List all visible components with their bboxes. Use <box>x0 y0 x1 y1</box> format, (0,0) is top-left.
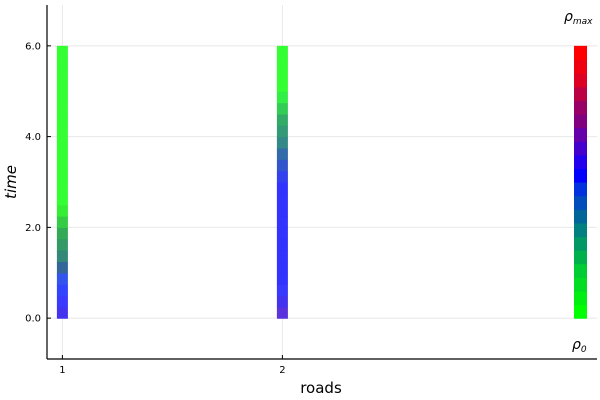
colorbar-segment-11 <box>574 168 587 183</box>
road-1-cell-18 <box>56 113 68 126</box>
colorbar-max-subscript: max <box>573 17 593 27</box>
road-1-cell-9 <box>56 216 68 228</box>
colorbar-segment-18 <box>574 73 587 88</box>
road-1-cell-8 <box>56 227 68 240</box>
colorbar-min-symbol: ρ <box>572 337 581 353</box>
road-1-cell-2 <box>56 295 68 308</box>
y-tick-label-2: 2.0 <box>25 223 41 234</box>
road-1-cell-10 <box>56 204 68 217</box>
colorbar <box>574 45 587 319</box>
colorbar-segment-19 <box>574 59 587 74</box>
colorbar-segment-10 <box>574 182 587 197</box>
colorbar-segment-16 <box>574 100 587 115</box>
road-2-cell-3 <box>276 284 288 297</box>
ticks: 1 2 0.0 2.0 4.0 6.0 <box>25 41 285 376</box>
x-tick-label-2: 2 <box>279 365 285 376</box>
colorbar-segment-1 <box>574 304 587 319</box>
road-1-cell-21 <box>56 79 68 92</box>
colorbar-segment-9 <box>574 195 587 210</box>
colorbar-segment-3 <box>574 277 587 292</box>
road-2-cell-22 <box>276 68 288 81</box>
road-2-cell-12 <box>276 182 288 194</box>
colorbar-segment-17 <box>574 86 587 101</box>
road-2-cell-1 <box>276 306 288 319</box>
colorbar-segment-13 <box>574 141 587 156</box>
axes <box>46 5 597 360</box>
road-2-cell-21 <box>276 79 288 92</box>
road-1-cell-5 <box>56 261 68 274</box>
road-1-cell-22 <box>56 68 68 81</box>
road-2-cell-13 <box>276 170 288 183</box>
road-2-cell-7 <box>276 238 288 251</box>
road-2-cell-23 <box>276 57 288 70</box>
road-2-cell-20 <box>276 91 288 104</box>
road-1-cell-24 <box>56 45 68 58</box>
road-2-cell-11 <box>276 193 288 206</box>
colorbar-segment-4 <box>574 263 587 278</box>
road-1-cell-16 <box>56 136 68 149</box>
x-tick-label-1: 1 <box>59 365 65 376</box>
colorbar-segment-6 <box>574 236 587 251</box>
road-1-cell-7 <box>56 238 68 251</box>
road-1-cell-11 <box>56 193 68 206</box>
colorbar-max-symbol: ρ <box>564 9 573 25</box>
road-2-cell-16 <box>276 136 288 149</box>
road-2-cell-9 <box>276 216 288 228</box>
road-1-cell-3 <box>56 284 68 297</box>
colorbar-segment-15 <box>574 113 587 129</box>
road-2-cell-4 <box>276 272 288 285</box>
colorbar-segment-5 <box>574 250 587 265</box>
colorbar-max-label: ρmax <box>564 9 593 27</box>
road-1-cell-6 <box>56 250 68 263</box>
road-1-cell-15 <box>56 147 68 160</box>
y-axis-label: time <box>2 165 20 199</box>
road-2-cell-24 <box>276 45 288 58</box>
road-2-cell-8 <box>276 227 288 240</box>
road-1-cell-4 <box>56 272 68 285</box>
road-2-cell-6 <box>276 250 288 263</box>
heatmap-columns <box>56 45 288 319</box>
y-tick-label-3: 4.0 <box>25 132 41 143</box>
road-1-cell-12 <box>56 182 68 194</box>
road-2-cell-2 <box>276 295 288 308</box>
colorbar-segment-20 <box>574 45 587 61</box>
road-1-cell-14 <box>56 159 68 172</box>
road-1-cell-20 <box>56 91 68 104</box>
colorbar-segment-12 <box>574 154 587 169</box>
road-2-cell-18 <box>276 113 288 126</box>
road-2-cell-17 <box>276 125 288 138</box>
road-2-cell-19 <box>276 102 288 115</box>
road-1-cell-23 <box>56 57 68 70</box>
grid <box>47 5 597 359</box>
road-2-cell-15 <box>276 147 288 160</box>
road-2-cell-10 <box>276 204 288 217</box>
y-tick-label-1: 0.0 <box>25 314 41 325</box>
colorbar-segment-7 <box>574 222 587 238</box>
road-2-cell-5 <box>276 261 288 274</box>
y-tick-label-4: 6.0 <box>25 41 41 52</box>
road-2-cell-14 <box>276 159 288 172</box>
road-1-cell-17 <box>56 125 68 138</box>
road-1-cell-19 <box>56 102 68 115</box>
colorbar-segment-14 <box>574 127 587 142</box>
road-1-cell-1 <box>56 306 68 319</box>
colorbar-segment-8 <box>574 209 587 224</box>
colorbar-min-subscript: 0 <box>581 345 587 355</box>
road-1-cell-13 <box>56 170 68 183</box>
colorbar-min-label: ρ0 <box>572 337 587 355</box>
colorbar-segment-2 <box>574 290 587 306</box>
x-axis-label: roads <box>300 379 342 397</box>
